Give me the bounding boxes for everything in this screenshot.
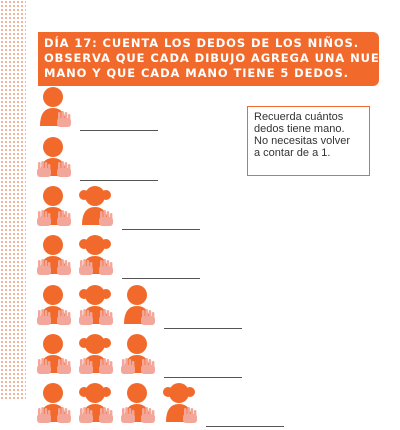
hand-icon [79, 407, 93, 423]
hand-icon [121, 358, 135, 374]
counting-row [34, 284, 334, 332]
hand-icon [57, 259, 71, 275]
hand-icon [37, 259, 51, 275]
hand-icon [37, 210, 51, 226]
hint-box: Recuerda cuántos dedos tiene mano. No ne… [247, 106, 370, 176]
hint-line: Recuerda cuántos [254, 111, 344, 123]
hand-icon [99, 407, 113, 423]
hand-icon [79, 309, 93, 325]
instructions-line: OBSERVA QUE CADA DIBUJO AGREGA UNA NUEVA [44, 51, 399, 65]
counting-row [34, 86, 334, 134]
instructions-line: MANO Y QUE CADA MANO TIENE 5 DEDOS. [44, 66, 349, 80]
answer-blank[interactable] [164, 377, 242, 378]
hand-icon [37, 309, 51, 325]
hand-icon [99, 259, 113, 275]
answer-blank[interactable] [122, 278, 200, 279]
counting-row [34, 382, 334, 430]
hint-line: dedos tiene mano. [254, 123, 345, 135]
counting-row [34, 234, 334, 282]
counting-row [34, 136, 334, 184]
hand-icon [79, 259, 93, 275]
hand-icon [183, 407, 197, 423]
answer-blank[interactable] [80, 130, 158, 131]
answer-blank[interactable] [122, 229, 200, 230]
hand-icon [37, 407, 51, 423]
hand-icon [141, 358, 155, 374]
hand-icon [121, 407, 135, 423]
hand-icon [37, 161, 51, 177]
instructions-line: DÍA 17: CUENTA LOS DEDOS DE LOS NIÑOS. [44, 36, 359, 50]
hand-icon [99, 358, 113, 374]
hand-icon [141, 407, 155, 423]
answer-blank[interactable] [206, 426, 284, 427]
hand-icon [37, 358, 51, 374]
instructions-banner: DÍA 17: CUENTA LOS DEDOS DE LOS NIÑOS. O… [38, 32, 399, 86]
hand-icon [99, 309, 113, 325]
hand-icon [57, 161, 71, 177]
hand-icon [99, 210, 113, 226]
dotted-margin [0, 0, 26, 400]
child-figure [76, 333, 118, 375]
hand-icon [79, 358, 93, 374]
counting-row [34, 185, 334, 233]
answer-blank[interactable] [164, 328, 242, 329]
hint-line: a contar de a 1. [254, 147, 331, 159]
answer-blank[interactable] [80, 180, 158, 181]
hand-icon [57, 407, 71, 423]
hand-icon [57, 210, 71, 226]
counting-row [34, 333, 334, 381]
hand-icon [141, 309, 155, 325]
hint-line: No necesitas volver [254, 135, 350, 147]
hand-icon [57, 309, 71, 325]
hand-icon [57, 111, 71, 127]
hand-icon [57, 358, 71, 374]
